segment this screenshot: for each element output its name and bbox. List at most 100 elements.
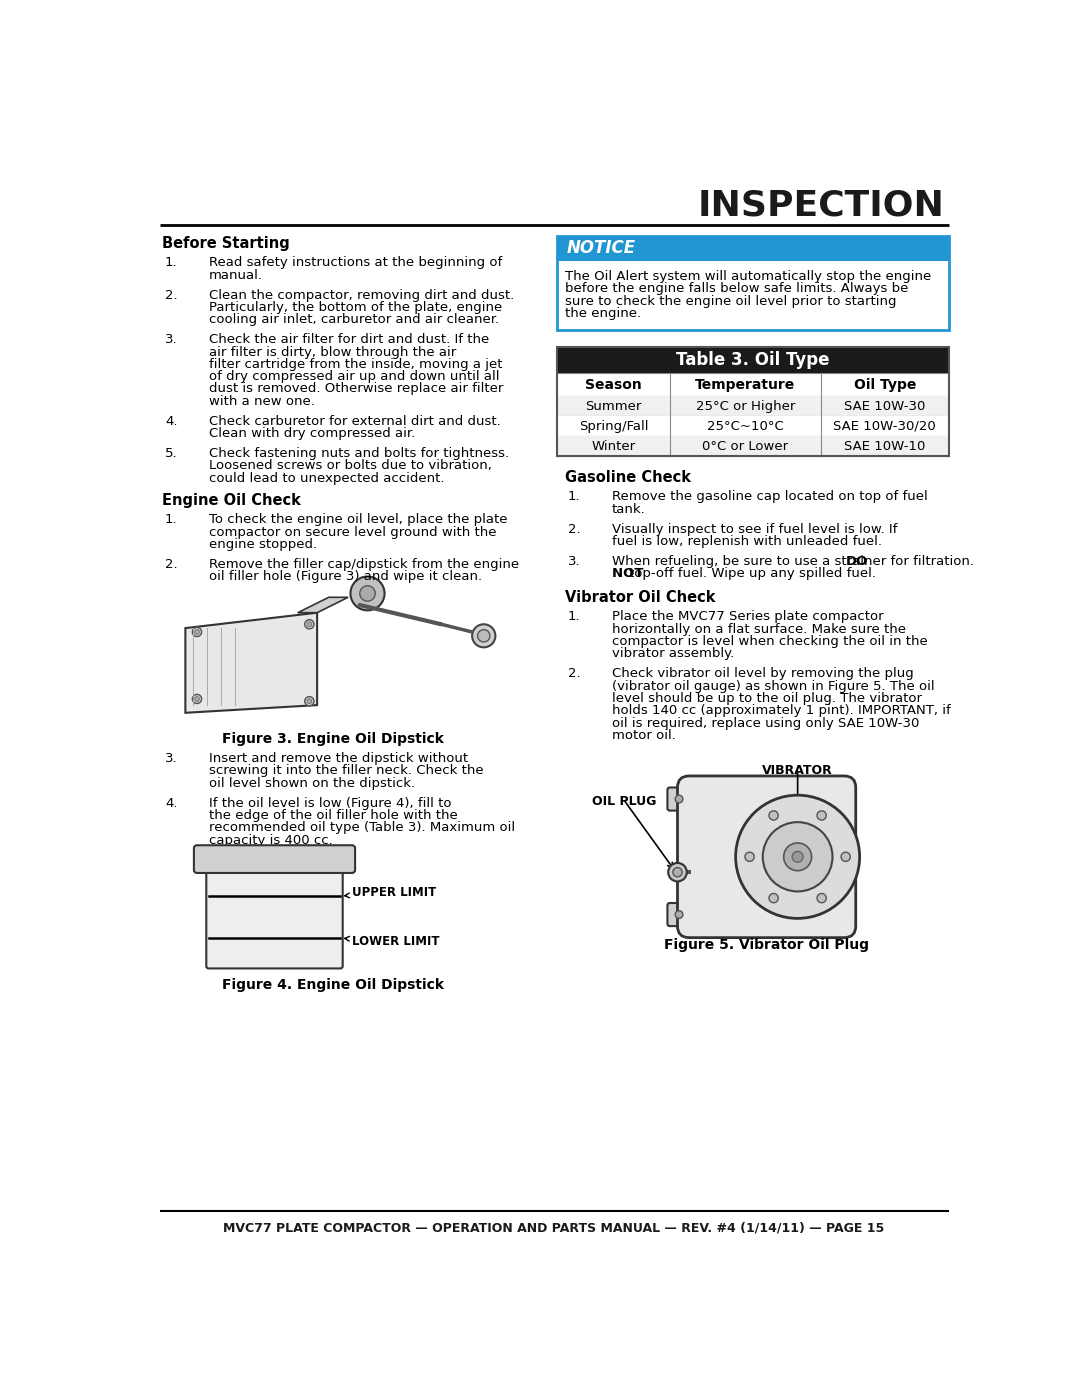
Text: Check vibrator oil level by removing the plug: Check vibrator oil level by removing the… [611,668,914,680]
Text: Table 3. Oil Type: Table 3. Oil Type [676,351,829,369]
Text: 0°C or Lower: 0°C or Lower [702,440,788,453]
Text: could lead to unexpected accident.: could lead to unexpected accident. [208,472,444,485]
Text: Loosened screws or bolts due to vibration,: Loosened screws or bolts due to vibratio… [208,460,491,472]
Text: dust is removed. Otherwise replace air filter: dust is removed. Otherwise replace air f… [208,383,503,395]
Text: 2.: 2. [165,289,177,302]
Text: (vibrator oil gauge) as shown in Figure 5. The oil: (vibrator oil gauge) as shown in Figure … [611,680,934,693]
Text: INSPECTION: INSPECTION [698,189,945,222]
Circle shape [307,622,312,627]
Text: the edge of the oil filler hole with the: the edge of the oil filler hole with the [208,809,457,821]
Circle shape [305,620,314,629]
Text: Remove the filler cap/dipstick from the engine: Remove the filler cap/dipstick from the … [208,557,518,571]
Text: SAE 10W-30: SAE 10W-30 [845,400,926,414]
Circle shape [816,894,826,902]
Text: Spring/Fall: Spring/Fall [579,420,648,433]
Text: Figure 5. Vibrator Oil Plug: Figure 5. Vibrator Oil Plug [664,937,869,951]
Text: 3.: 3. [568,555,581,569]
Text: cooling air inlet, carburetor and air cleaner.: cooling air inlet, carburetor and air cl… [208,313,499,326]
Text: manual.: manual. [208,268,262,282]
Text: 2.: 2. [568,522,581,535]
Text: capacity is 400 cc.: capacity is 400 cc. [208,834,333,847]
Text: Visually inspect to see if fuel level is low. If: Visually inspect to see if fuel level is… [611,522,897,535]
Circle shape [816,810,826,820]
Circle shape [735,795,860,918]
Circle shape [769,894,779,902]
Text: 3.: 3. [165,752,177,766]
Circle shape [793,851,804,862]
Text: 5.: 5. [165,447,177,460]
FancyBboxPatch shape [557,261,948,330]
Text: The Oil Alert system will automatically stop the engine: The Oil Alert system will automatically … [565,270,931,284]
Text: Figure 4. Engine Oil Dipstick: Figure 4. Engine Oil Dipstick [221,978,444,992]
Text: holds 140 cc (approximately 1 pint). IMPORTANT, if: holds 140 cc (approximately 1 pint). IMP… [611,704,950,717]
Text: To check the engine oil level, place the plate: To check the engine oil level, place the… [208,513,508,527]
Text: Read safety instructions at the beginning of: Read safety instructions at the beginnin… [208,256,502,270]
Polygon shape [298,598,348,613]
FancyBboxPatch shape [667,788,693,810]
Circle shape [350,577,384,610]
Text: Check carburetor for external dirt and dust.: Check carburetor for external dirt and d… [208,415,500,427]
Text: NOTICE: NOTICE [567,239,636,257]
Text: 2.: 2. [165,557,177,571]
Text: Particularly, the bottom of the plate, engine: Particularly, the bottom of the plate, e… [208,300,502,314]
Text: DO: DO [846,555,867,569]
FancyBboxPatch shape [212,895,337,939]
Text: 1.: 1. [165,256,177,270]
Text: motor oil.: motor oil. [611,729,675,742]
Text: When refueling, be sure to use a strainer for filtration.: When refueling, be sure to use a straine… [611,555,977,569]
Circle shape [360,585,375,601]
Text: oil is required, replace using only SAE 10W-30: oil is required, replace using only SAE … [611,717,919,729]
Text: Place the MVC77 Series plate compactor: Place the MVC77 Series plate compactor [611,610,883,623]
Circle shape [477,630,490,643]
Circle shape [194,697,200,701]
Text: MVC77 PLATE COMPACTOR — OPERATION AND PARTS MANUAL — REV. #4 (1/14/11) — PAGE 15: MVC77 PLATE COMPACTOR — OPERATION AND PA… [222,1222,885,1235]
Text: oil level shown on the dipstick.: oil level shown on the dipstick. [208,777,415,789]
Text: sure to check the engine oil level prior to starting: sure to check the engine oil level prior… [565,295,896,307]
Text: If the oil level is low (Figure 4), fill to: If the oil level is low (Figure 4), fill… [208,796,451,810]
Text: fuel is low, replenish with unleaded fuel.: fuel is low, replenish with unleaded fue… [611,535,881,548]
Circle shape [769,810,779,820]
Text: 25°C or Higher: 25°C or Higher [696,400,795,414]
Text: SAE 10W-10: SAE 10W-10 [845,440,926,453]
Text: Check the air filter for dirt and dust. If the: Check the air filter for dirt and dust. … [208,334,489,346]
Text: Check fastening nuts and bolts for tightness.: Check fastening nuts and bolts for tight… [208,447,509,460]
FancyBboxPatch shape [194,845,355,873]
Text: Temperature: Temperature [696,377,796,391]
Text: Engine Oil Check: Engine Oil Check [162,493,301,509]
Text: filter cartridge from the inside, moving a jet: filter cartridge from the inside, moving… [208,358,502,370]
Circle shape [745,852,754,862]
Circle shape [675,795,683,803]
Text: tank.: tank. [611,503,646,515]
Text: OIL PLUG: OIL PLUG [592,795,657,809]
Circle shape [675,911,683,918]
Circle shape [762,823,833,891]
Text: level should be up to the oil plug. The vibrator: level should be up to the oil plug. The … [611,692,921,705]
FancyBboxPatch shape [667,902,693,926]
Text: 3.: 3. [165,334,177,346]
FancyBboxPatch shape [677,775,855,937]
Text: vibrator assembly.: vibrator assembly. [611,647,734,661]
Text: screwing it into the filler neck. Check the: screwing it into the filler neck. Check … [208,764,483,777]
FancyBboxPatch shape [557,416,948,436]
Text: Winter: Winter [592,440,636,453]
Text: Before Starting: Before Starting [162,236,289,251]
Circle shape [841,852,850,862]
Circle shape [784,842,811,870]
Text: compactor on secure level ground with the: compactor on secure level ground with th… [208,525,496,539]
Text: Figure 3. Engine Oil Dipstick: Figure 3. Engine Oil Dipstick [221,732,444,746]
Circle shape [192,627,202,637]
FancyBboxPatch shape [557,373,948,397]
Circle shape [669,863,687,882]
Text: 4.: 4. [165,796,177,810]
Text: Remove the gasoline cap located on top of fuel: Remove the gasoline cap located on top o… [611,490,928,503]
Text: 1.: 1. [165,513,177,527]
Circle shape [305,697,314,705]
Circle shape [192,694,202,704]
Text: Clean with dry compressed air.: Clean with dry compressed air. [208,427,415,440]
Text: Vibrator Oil Check: Vibrator Oil Check [565,591,716,605]
Text: Insert and remove the dipstick without: Insert and remove the dipstick without [208,752,468,766]
Text: with a new one.: with a new one. [208,395,314,408]
Text: before the engine falls below safe limits. Always be: before the engine falls below safe limit… [565,282,908,295]
Text: the engine.: the engine. [565,307,642,320]
Text: recommended oil type (Table 3). Maximum oil: recommended oil type (Table 3). Maximum … [208,821,515,834]
